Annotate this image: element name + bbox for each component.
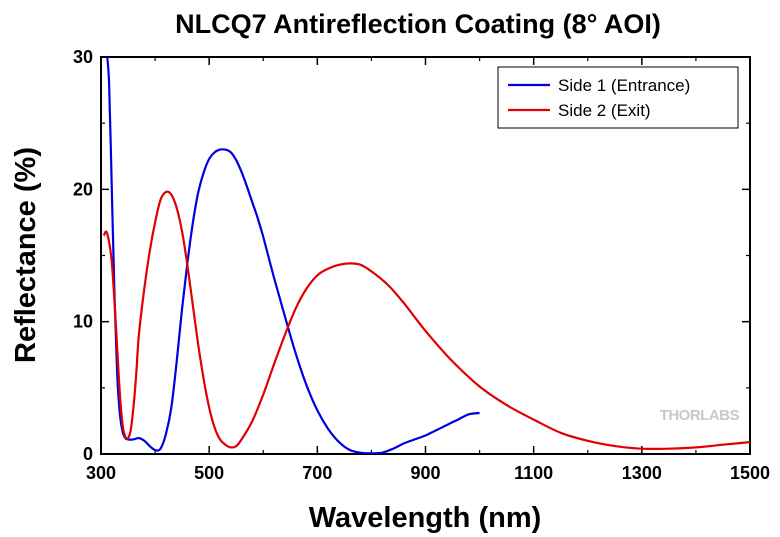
y-tick-label: 20 (73, 179, 93, 199)
watermark-text: THORLABS (660, 407, 740, 424)
y-tick-label: 0 (83, 444, 93, 464)
thorlabs-logo: THORLABS (660, 407, 740, 424)
x-tick-label: 300 (86, 463, 116, 483)
y-axis-title: Reflectance (%) (10, 147, 42, 363)
x-axis-title: Wavelength (nm) (309, 502, 542, 534)
x-tick-label: 1300 (622, 463, 662, 483)
x-tick-label: 1100 (514, 463, 553, 483)
x-tick-label: 900 (410, 463, 440, 483)
series-lines (102, 57, 750, 454)
series-line-2 (102, 190, 750, 451)
series-line-1 (106, 57, 480, 454)
x-tick-label: 500 (194, 463, 224, 483)
axis-ticks (100, 56, 751, 455)
x-tick-label: 1500 (730, 463, 770, 483)
y-tick-label: 10 (73, 312, 93, 332)
legend-box (497, 66, 739, 129)
y-tick-label: 30 (73, 47, 93, 67)
legend-label-2: Side 2 (Exit) (558, 101, 651, 120)
tick-labels: 300 500 700 900 1100 1300 1500 0 10 20 30 (73, 47, 770, 483)
chart-title: NLCQ7 Antireflection Coating (8° AOI) (175, 9, 661, 39)
legend-label-1: Side 1 (Entrance) (558, 76, 690, 95)
x-tick-label: 700 (302, 463, 332, 483)
legend: Side 1 (Entrance) Side 2 (Exit) (497, 66, 739, 129)
